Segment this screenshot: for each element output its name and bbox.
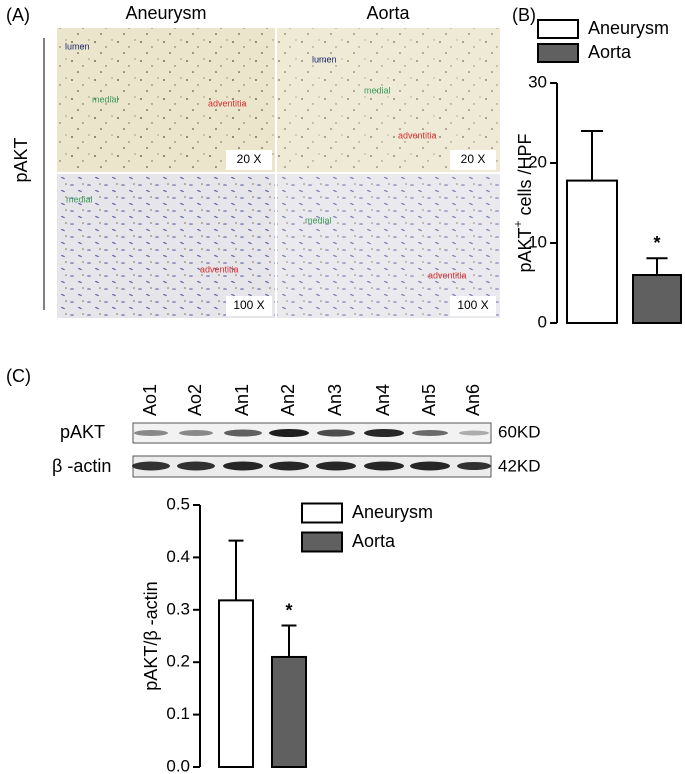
lane-label: An3 — [325, 384, 345, 416]
blot-row-label: β -actin — [52, 456, 111, 476]
region-label: medial — [66, 194, 93, 204]
band — [224, 429, 262, 437]
region-label: adventitia — [200, 264, 239, 274]
bar — [271, 655, 307, 769]
band — [459, 430, 489, 436]
region-label: adventitia — [398, 130, 437, 140]
y-tick-label: 20 — [528, 152, 547, 171]
panel-label: (B) — [512, 5, 536, 25]
micrograph — [57, 174, 275, 318]
band — [179, 430, 213, 436]
region-label: adventitia — [208, 98, 247, 108]
y-tick-label: 0.4 — [166, 547, 190, 566]
region-label: medial — [305, 215, 332, 225]
y-tick-label: 0.0 — [166, 756, 190, 774]
y-tick-label: 0.5 — [166, 494, 190, 513]
micrograph — [57, 28, 275, 172]
y-tick-label: 0 — [538, 312, 547, 331]
legend-swatch — [301, 502, 343, 524]
band — [364, 429, 404, 437]
blot-size: 42KD — [498, 456, 541, 475]
band — [223, 461, 263, 471]
error-bar — [646, 257, 668, 275]
y-tick-label: 10 — [528, 232, 547, 251]
band — [316, 461, 356, 471]
region-label: lumen — [65, 41, 90, 51]
region-label: lumen — [312, 54, 337, 64]
blot-row-label: pAKT — [60, 422, 105, 442]
blot-size: 60KD — [498, 422, 541, 441]
legend-label: Aneurysm — [588, 18, 669, 38]
mag-box — [226, 296, 272, 316]
column-title: Aneurysm — [125, 3, 206, 23]
y-axis-label-text: pAKT/β -actin — [141, 581, 161, 690]
region-label: medial — [364, 85, 391, 95]
legend-label: Aorta — [588, 42, 632, 62]
legend-swatch — [537, 43, 579, 63]
legend-swatch — [301, 531, 343, 553]
bar — [218, 599, 254, 768]
band — [269, 429, 309, 437]
magnification: 100 X — [233, 298, 264, 312]
band — [317, 429, 355, 437]
y-axis-label: pAKT/β -actin — [141, 581, 161, 690]
bar — [566, 179, 618, 324]
band — [269, 461, 309, 471]
significance: * — [653, 233, 660, 253]
lane-label: An5 — [419, 384, 439, 416]
bar — [632, 274, 682, 324]
y-axis-label-text: pAKT — [515, 228, 535, 273]
band — [457, 462, 491, 470]
band — [412, 430, 448, 436]
micrograph — [277, 174, 500, 318]
mag-box — [450, 296, 496, 316]
legend-label: Aneurysm — [352, 502, 433, 522]
blot-strip — [132, 422, 492, 444]
lane-label: An6 — [463, 384, 483, 416]
column-title: Aorta — [366, 3, 410, 23]
micrograph — [277, 28, 500, 172]
mag-box — [226, 150, 272, 170]
error-bar — [581, 130, 603, 181]
y-tick-label: 0.2 — [166, 652, 190, 671]
band — [364, 461, 404, 471]
region-label: medial — [92, 94, 119, 104]
y-tick-label: 0.3 — [166, 599, 190, 618]
mag-box — [450, 150, 496, 170]
error-bar — [281, 624, 297, 657]
legend-swatch — [537, 19, 579, 39]
error-bar — [228, 539, 244, 601]
band — [410, 461, 450, 471]
band — [134, 430, 168, 436]
magnification: 100 X — [457, 298, 488, 312]
lane-label: An4 — [373, 384, 393, 416]
bands — [132, 429, 491, 471]
row-title: pAKT — [11, 137, 31, 182]
magnification: 20 X — [461, 152, 486, 166]
panel-label: (A) — [6, 5, 30, 25]
lane-label: An2 — [278, 384, 298, 416]
legend-label: Aorta — [352, 531, 396, 551]
band — [177, 461, 215, 471]
y-tick-label: 30 — [528, 72, 547, 91]
magnification: 20 X — [237, 152, 262, 166]
lane-labels: Ao1 Ao2 An1 An2 An3 An4 An5 An6 — [140, 384, 483, 416]
lane-label: Ao1 — [140, 384, 160, 416]
lane-label: Ao2 — [185, 384, 205, 416]
panel-label: (C) — [6, 366, 31, 386]
y-axis-label: pAKT+ cells /HPF — [511, 133, 535, 272]
significance: * — [285, 600, 292, 620]
y-axis-label-text: cells /HPF — [515, 133, 535, 220]
y-axis-label-sup: + — [511, 220, 525, 227]
region-label: adventitia — [428, 270, 467, 280]
lane-label: An1 — [232, 384, 252, 416]
y-tick-label: 0.1 — [166, 704, 190, 723]
band — [132, 461, 170, 471]
